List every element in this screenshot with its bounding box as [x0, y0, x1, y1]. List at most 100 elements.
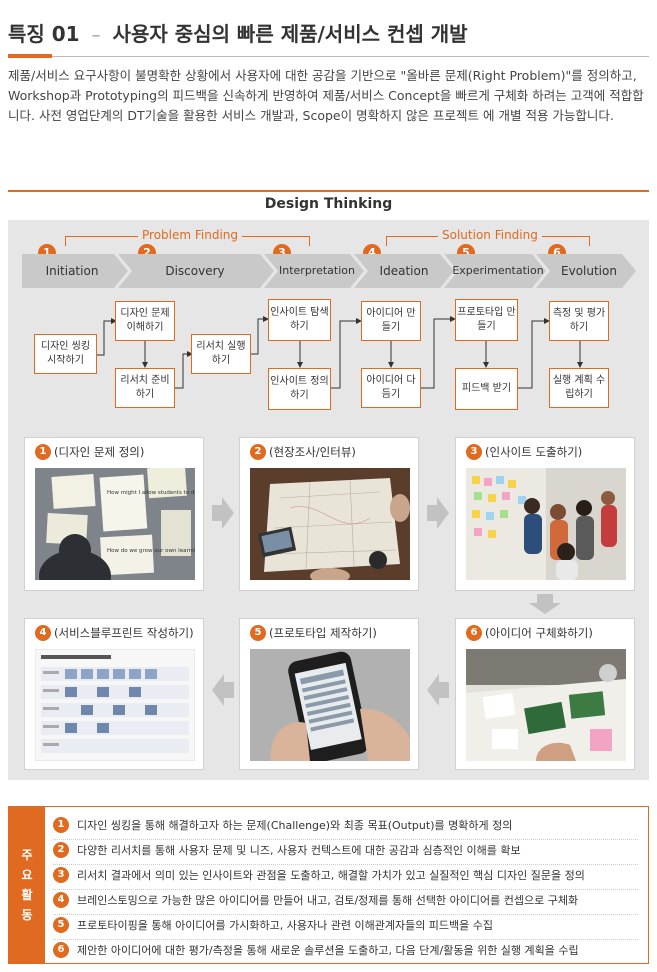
- sticky-note-text: How might I allow students to design the…: [107, 490, 195, 496]
- solution-finding-label: Solution Finding: [438, 228, 542, 242]
- photo-idea-table: [466, 649, 626, 761]
- chevron-experimentation: [444, 254, 546, 288]
- card-title-text: (아이디어 구체화하기): [485, 626, 593, 640]
- activity-text: 리서치 결과에서 의미 있는 인사이트와 관점을 도출하고, 해결할 가치가 있…: [77, 869, 585, 882]
- activity-item: 5 프로토타이핑을 통해 아이디어를 가시화하고, 사용자나 관련 이해관계자들…: [53, 917, 493, 933]
- activity-number: 2: [53, 842, 69, 858]
- intro-paragraph: 제품/서비스 요구사항이 불명확한 상황에서 사용자에 대한 공감을 기반으로 …: [8, 68, 644, 123]
- flow-box-explore-insights: 인사이트 탐색하기: [268, 299, 331, 341]
- activity-divider: [53, 839, 638, 840]
- photo-workshop-wall: [466, 468, 626, 580]
- card-number: 6: [466, 625, 482, 641]
- flow-box-action-plan: 실행 계획 수립하기: [549, 368, 609, 408]
- arrow-right-icon: [427, 497, 449, 529]
- activity-item: 1 디자인 씽킹을 통해 해결하고자 하는 문제(Challenge)와 최종 …: [53, 817, 512, 833]
- card-number: 5: [250, 625, 266, 641]
- activity-text: 브레인스토밍으로 가능한 많은 아이디어를 만들어 내고, 검토/정제를 통해 …: [77, 894, 579, 907]
- activity-divider: [53, 939, 638, 940]
- key-activities-tab: 주 요 활 동: [9, 807, 45, 963]
- tab-char: 활: [21, 888, 33, 902]
- tab-char: 주: [21, 848, 33, 862]
- card-concretize-ideas: 6 (아이디어 구체화하기): [455, 618, 635, 770]
- page-title: 사용자 중심의 빠른 제품/서비스 컨셉 개발: [112, 22, 468, 46]
- card-title: 1 (디자인 문제 정의): [35, 444, 144, 460]
- problem-finding-label: Problem Finding: [138, 228, 243, 242]
- card-title: 4 (서비스블루프린트 작성하기): [35, 625, 194, 641]
- arrow-left-icon: [427, 674, 449, 706]
- flow-box-start-design-thinking: 디자인 씽킹 시작하기: [34, 334, 97, 374]
- section-title: Design Thinking: [264, 196, 393, 212]
- card-service-blueprint: 4 (서비스블루프린트 작성하기): [24, 618, 204, 770]
- card-title: 3 (인사이트 도출하기): [466, 444, 582, 460]
- title-accent-bar: [8, 54, 52, 58]
- activity-divider: [53, 889, 638, 890]
- activity-item: 6 제안한 아이디어에 대한 평가/측정을 통해 새로운 솔루션을 도출하고, …: [53, 942, 579, 958]
- card-title-text: (디자인 문제 정의): [54, 445, 145, 459]
- step-label-discovery: Discovery: [165, 264, 225, 278]
- chevron-evolution: [536, 254, 636, 288]
- flow-box-understand-problem: 디자인 문제 이해하기: [115, 301, 175, 341]
- step-label-initiation: Initiation: [45, 264, 99, 278]
- activity-text: 제안한 아이디어에 대한 평가/측정을 통해 새로운 솔루션을 도출하고, 다음…: [77, 944, 579, 957]
- card-title-text: (현장조사/인터뷰): [269, 445, 356, 459]
- activity-number: 3: [53, 867, 69, 883]
- flow-box-prepare-research: 리서치 준비하기: [115, 368, 175, 408]
- flow-box-refine-ideas: 아이디어 다듬기: [361, 368, 421, 408]
- chevron-ideation: [354, 254, 454, 288]
- activity-divider: [53, 914, 638, 915]
- tab-char: 동: [21, 908, 33, 922]
- card-derive-insights: 3 (인사이트 도출하기): [455, 437, 635, 591]
- sticky-note-text: How do we grow our own learning from...: [107, 548, 195, 554]
- arrow-down-icon: [529, 594, 561, 614]
- card-title-text: (인사이트 도출하기): [485, 445, 583, 459]
- flow-box-define-insights: 인사이트 정의하기: [268, 368, 331, 410]
- flow-box-measure-evaluate: 측정 및 평가하기: [549, 301, 609, 341]
- activity-item: 2 다양한 리서치를 통해 사용자 문제 및 니즈, 사용자 컨텍스트에 대한 …: [53, 842, 521, 858]
- photo-blueprint-document: [35, 649, 195, 761]
- activity-text: 디자인 씽킹을 통해 해결하고자 하는 문제(Challenge)와 최종 목표…: [77, 819, 513, 832]
- chevron-initiation: [22, 254, 128, 288]
- activity-number: 6: [53, 942, 69, 958]
- chevron-discovery: [118, 254, 274, 288]
- feature-number: 특징 01: [8, 22, 80, 46]
- photo-sticky-notes: How might I allow students to design the…: [35, 468, 195, 580]
- activity-item: 4 브레인스토밍으로 가능한 많은 아이디어를 만들어 내고, 검토/정제를 통…: [53, 892, 578, 908]
- card-title: 2 (현장조사/인터뷰): [250, 444, 356, 460]
- arrow-right-icon: [212, 497, 234, 529]
- photo-map-table: [250, 468, 410, 580]
- title-dash: –: [91, 25, 101, 46]
- flow-box-create-ideas: 아이디어 만들기: [361, 301, 421, 341]
- card-prototype: 5 (프로토타입 제작하기): [239, 618, 419, 770]
- card-title: 5 (프로토타입 제작하기): [250, 625, 377, 641]
- step-label-experimentation: Experimentation: [452, 264, 544, 277]
- step-label-interpretation: Interpretation: [279, 264, 355, 277]
- step-label-evolution: Evolution: [561, 264, 617, 278]
- activity-text: 프로토타이핑을 통해 아이디어를 가시화하고, 사용자나 관련 이해관계자들의 …: [77, 919, 494, 932]
- activity-number: 1: [53, 817, 69, 833]
- card-title: 6 (아이디어 구체화하기): [466, 625, 593, 641]
- card-title-text: (프로토타입 제작하기): [269, 626, 377, 640]
- card-title-text: (서비스블루프린트 작성하기): [54, 626, 194, 640]
- activity-item: 3 리서치 결과에서 의미 있는 인사이트와 관점을 도출하고, 해결할 가치가…: [53, 867, 585, 883]
- flow-box-build-prototype: 프로토타입 만들기: [455, 299, 518, 341]
- step-label-ideation: Ideation: [379, 264, 429, 278]
- activity-number: 4: [53, 892, 69, 908]
- activity-number: 5: [53, 917, 69, 933]
- arrow-left-icon: [212, 674, 234, 706]
- flow-box-conduct-research: 리서치 실행하기: [191, 334, 251, 374]
- flow-box-get-feedback: 피드백 받기: [455, 368, 518, 410]
- card-number: 4: [35, 625, 51, 641]
- activity-divider: [53, 864, 638, 865]
- card-number: 1: [35, 444, 51, 460]
- page-header: 특징 01 – 사용자 중심의 빠른 제품/서비스 컨셉 개발: [8, 18, 468, 47]
- chevron-interpretation: [264, 254, 364, 288]
- card-define-problem: 1 (디자인 문제 정의) How might I allow students…: [24, 437, 204, 591]
- tab-char: 요: [21, 868, 33, 882]
- card-field-research: 2 (현장조사/인터뷰): [239, 437, 419, 591]
- section-divider: [8, 190, 649, 192]
- photo-smartphone-hand: [250, 649, 410, 761]
- card-number: 3: [466, 444, 482, 460]
- activity-text: 다양한 리서치를 통해 사용자 문제 및 니즈, 사용자 컨텍스트에 대한 공감…: [77, 844, 521, 857]
